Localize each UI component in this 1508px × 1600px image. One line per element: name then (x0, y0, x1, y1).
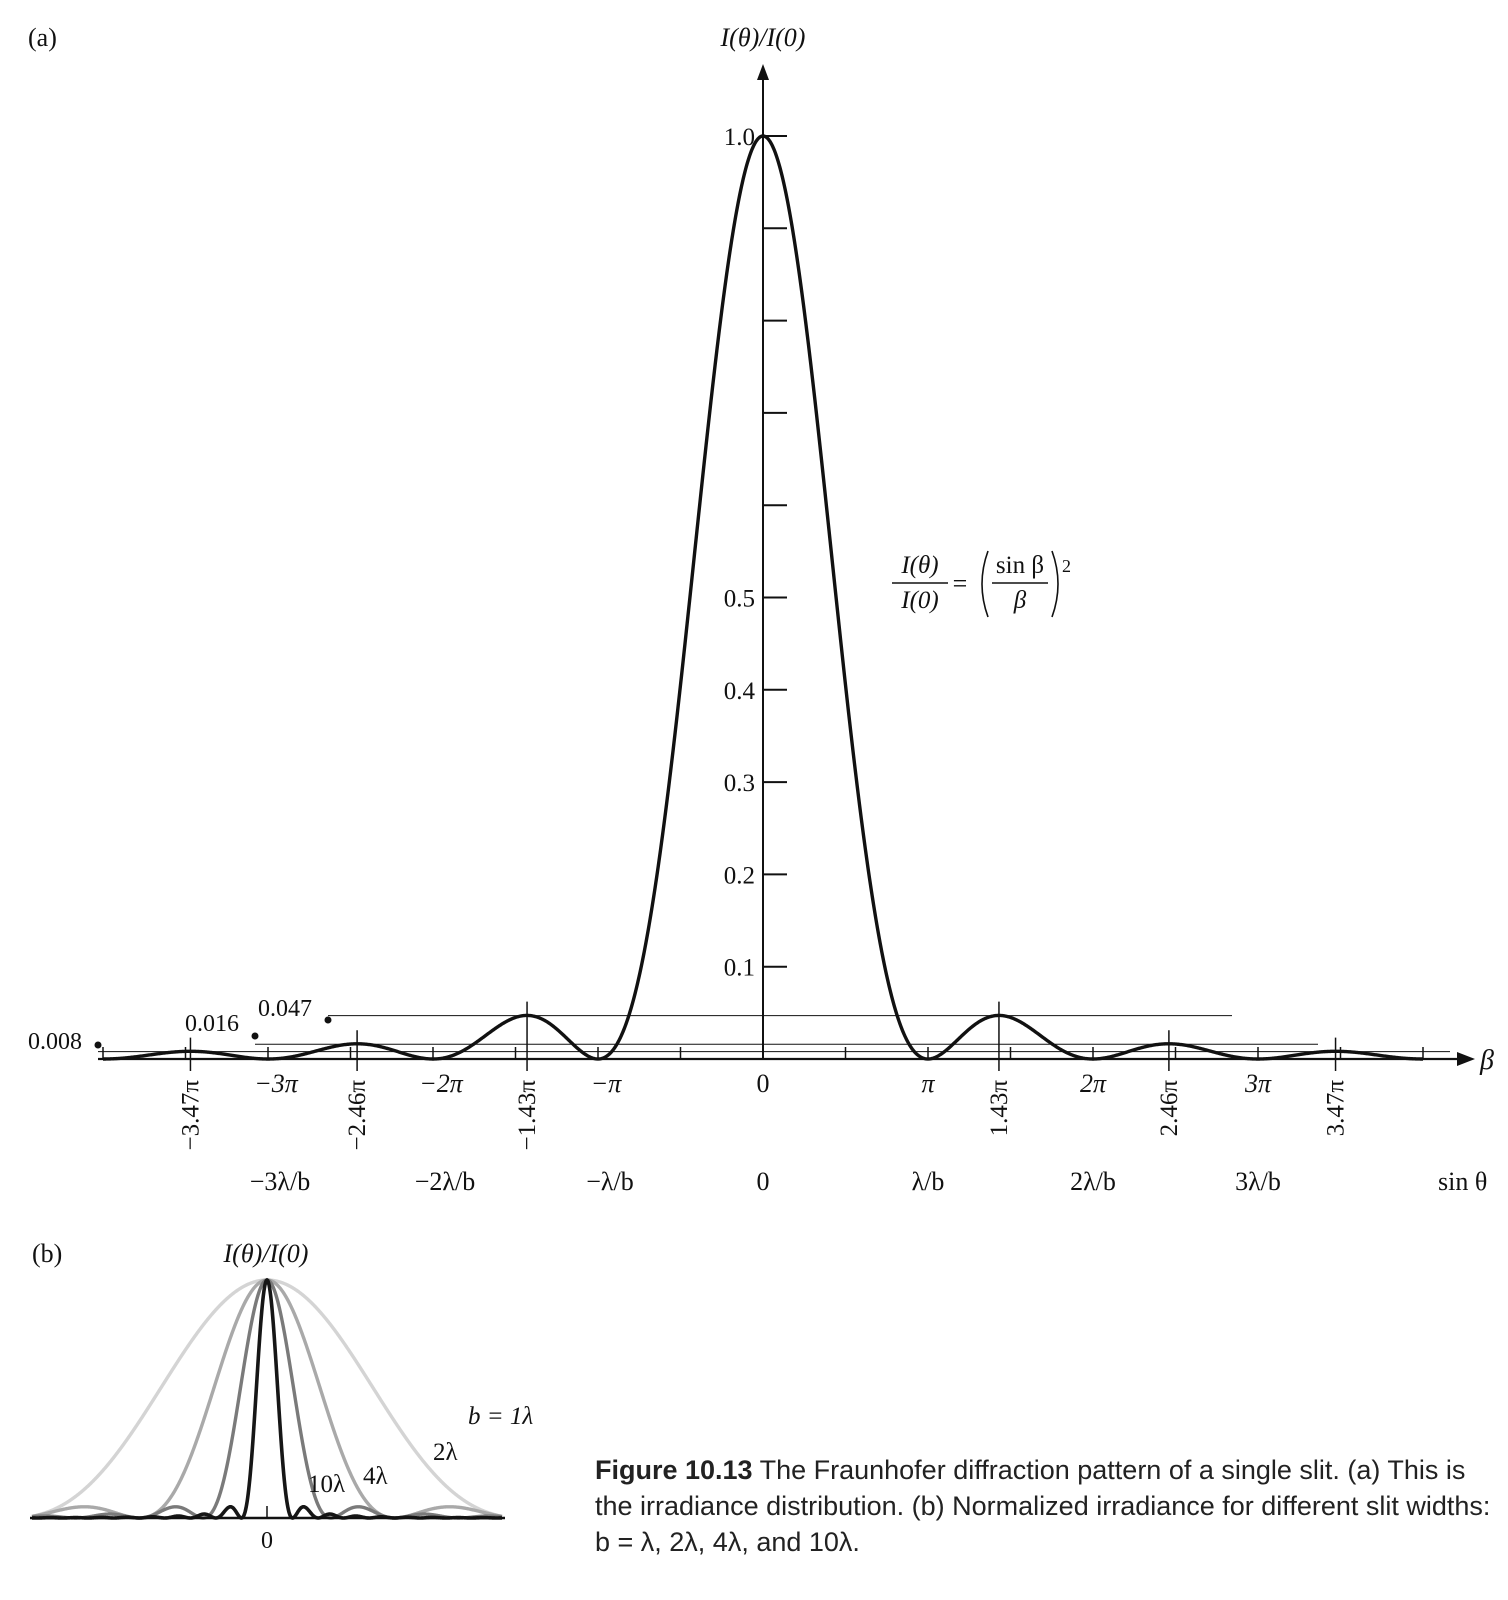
max-dot-0016 (251, 1032, 259, 1040)
x-axis-arrow (1457, 1052, 1475, 1066)
sin-theta-axis-label: sin θ (1438, 1167, 1487, 1196)
y-tick-label: 1.0 (724, 124, 755, 151)
figure-caption: Figure 10.13 The Fraunhofer diffraction … (595, 1452, 1495, 1560)
y-tick-label: 0.1 (724, 955, 755, 982)
panel-b-curves (31, 1277, 503, 1520)
caption-text: The Fraunhofer diffraction pattern of a … (595, 1455, 1491, 1557)
y-tick-label: 0.2 (724, 862, 755, 889)
beta-tick-label: −π (591, 1069, 623, 1098)
formula-right-paren (1051, 550, 1059, 618)
sin-theta-tick-label: −3λ/b (250, 1167, 311, 1196)
max-label-0016: 0.016 (185, 1011, 239, 1037)
panel-a-tick-labels: 1.0 0.5 0.4 0.3 0.2 0.1 −3π −2π −π 0 π 2π 3π −3.47π −2… (177, 124, 1349, 1196)
beta-tick-label: 3π (1244, 1069, 1272, 1098)
series-label-b4: 4λ (363, 1463, 388, 1490)
sin-theta-tick-label: λ/b (912, 1167, 945, 1196)
y-tick-label: 0.4 (724, 678, 756, 705)
formula-lhs-num: I(θ) (900, 552, 938, 579)
panel-a-y-axis-label: I(θ)/I(0) (720, 23, 806, 52)
secondary-max-callouts: 0.047 0.016 0.008 (28, 996, 332, 1055)
beta-tick-label: −3π (254, 1069, 299, 1098)
panel-b-curve-10lambda (31, 1277, 503, 1520)
panel-a-axes (98, 64, 1475, 1066)
sin-theta-tick-label: 0 (757, 1167, 770, 1196)
beta-rotated-tick-label: 3.47π (1323, 1080, 1350, 1137)
y-tick-label: 0.3 (724, 770, 755, 797)
panel-b-curve-2lambda (31, 1278, 503, 1520)
panel-a-curve-group (102, 134, 1424, 1061)
panel-b-label: (b) (32, 1239, 62, 1268)
max-dot-0008 (94, 1041, 102, 1049)
max-label-0008: 0.008 (28, 1029, 82, 1055)
sin-theta-tick-label: −λ/b (586, 1167, 634, 1196)
sin-theta-tick-label: −2λ/b (415, 1167, 476, 1196)
beta-tick-label: π (921, 1069, 935, 1098)
beta-axis-label: β (1479, 1045, 1494, 1076)
panel-b-curve-1lambda (31, 1278, 503, 1518)
panel-a-guide-lines (98, 1015, 1450, 1053)
beta-tick-label: 0 (757, 1069, 770, 1098)
panel-a-label: (a) (28, 23, 57, 52)
panel-b-y-axis-label: I(θ)/I(0) (223, 1239, 309, 1268)
formula: I(θ) I(0) = sin β β 2 (892, 550, 1071, 618)
beta-rotated-tick-label: −2.46π (344, 1080, 371, 1151)
formula-equals: = (953, 569, 968, 598)
max-label-0047: 0.047 (258, 996, 312, 1022)
formula-left-paren (981, 550, 989, 618)
series-label-b2: 2λ (433, 1439, 458, 1466)
beta-rotated-tick-label: −1.43π (514, 1080, 541, 1151)
formula-num: sin β (996, 552, 1044, 579)
beta-rotated-tick-label: −3.47π (177, 1080, 204, 1151)
formula-lhs-den: I(0) (900, 587, 938, 614)
beta-tick-label: 2π (1080, 1069, 1107, 1098)
series-label-b1: b = 1λ (468, 1403, 533, 1430)
formula-exponent: 2 (1062, 556, 1071, 576)
beta-tick-label: −2π (419, 1069, 464, 1098)
sin-theta-tick-label: 2λ/b (1070, 1167, 1116, 1196)
panel-b-zero-label: 0 (261, 1528, 273, 1554)
formula-den: β (1013, 587, 1027, 614)
max-dot-0047 (324, 1016, 332, 1024)
caption-figure-number: Figure 10.13 (595, 1455, 753, 1485)
sin-theta-tick-label: 3λ/b (1235, 1167, 1281, 1196)
sinc-squared-curve (102, 134, 1424, 1061)
y-axis-arrow (757, 64, 769, 80)
series-label-b10: 10λ (308, 1471, 345, 1498)
beta-rotated-tick-label: 1.43π (986, 1080, 1013, 1137)
y-tick-label: 0.5 (724, 586, 755, 613)
beta-rotated-tick-label: 2.46π (1156, 1080, 1183, 1137)
panel-b-curve-4lambda (31, 1278, 503, 1520)
